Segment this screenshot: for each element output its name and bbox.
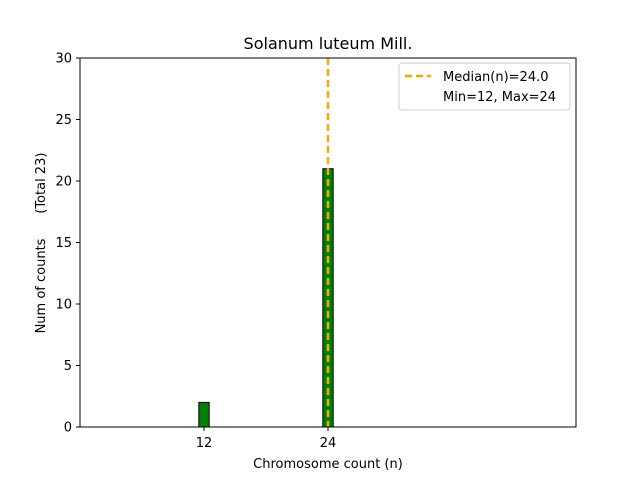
y-tick-label-20: 20 — [55, 175, 72, 190]
y-tick-label-0: 0 — [64, 421, 72, 436]
y-tick-label-15: 15 — [55, 236, 72, 251]
legend-median-label: Median(n)=24.0 — [443, 70, 549, 85]
x-axis-label: Chromosome count (n) — [253, 457, 403, 472]
y-tick-label-25: 25 — [55, 113, 72, 128]
y-tick-label-10: 10 — [55, 298, 72, 313]
chart-title: Solanum luteum Mill. — [244, 34, 413, 53]
legend: Median(n)=24.0 Min=12, Max=24 — [398, 62, 571, 111]
axes-frame — [79, 57, 577, 428]
legend-box — [398, 62, 571, 111]
x-tick-label-24: 24 — [320, 436, 337, 451]
plot-area: 0 5 10 15 20 25 30 12 24 — [55, 52, 359, 451]
x-tick-label-12: 12 — [196, 436, 213, 451]
legend-range-label: Min=12, Max=24 — [443, 90, 556, 105]
y-tick-label-30: 30 — [55, 52, 72, 67]
y-tick-label-5: 5 — [64, 359, 72, 374]
y-axis-label: Num of counts (Total 23) — [34, 153, 49, 334]
bar-12 — [198, 401, 210, 428]
